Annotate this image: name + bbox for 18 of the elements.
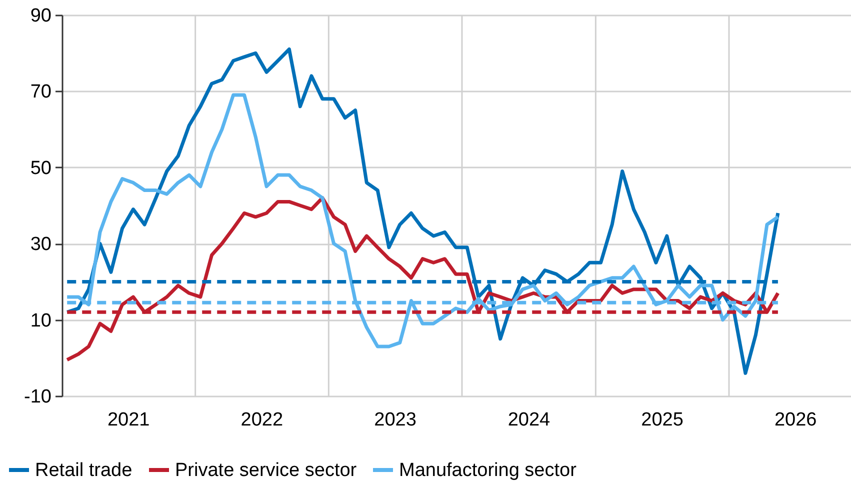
y-tick-label: 30 xyxy=(30,234,52,256)
y-tick-label: 10 xyxy=(30,310,52,332)
x-tick-label: 2023 xyxy=(374,410,416,430)
legend-label: Retail trade xyxy=(35,460,132,481)
y-tick-label: 50 xyxy=(30,158,52,179)
line-series xyxy=(65,196,780,362)
x-tick-label: 2024 xyxy=(508,410,551,430)
line-series xyxy=(65,48,780,375)
x-tick-label: 2025 xyxy=(641,410,684,430)
y-tick-label: 70 xyxy=(30,82,52,103)
line-series xyxy=(65,93,780,348)
x-tick-label: 2022 xyxy=(240,410,284,430)
y-tick-label: -10 xyxy=(24,386,52,408)
x-tick-label: 2026 xyxy=(774,410,817,430)
legend-label: Private service sector xyxy=(175,460,358,481)
y-tick-label: 90 xyxy=(30,6,52,26)
legend-label: Manufactoring sector xyxy=(399,460,578,481)
x-tick-label: 2021 xyxy=(107,410,150,430)
